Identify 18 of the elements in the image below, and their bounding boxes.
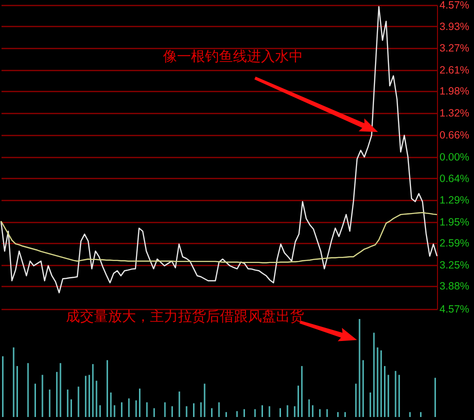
y-tick-label: 1.32% [440,108,470,120]
y-tick-label: 0.00% [440,152,470,164]
y-tick-label: 3.88% [440,280,470,293]
y-tick-label: 1.95% [440,216,470,228]
y-tick-label: 1.29% [440,194,470,206]
annotation: 成交量放大，主力拉货后借跟风盘出货 [66,308,304,326]
y-tick-label: 3.27% [440,42,470,55]
y-tick-label: 3.93% [440,20,470,33]
annotation: 像一根钓鱼线进入水中 [163,48,303,66]
y-tick-label: 4.57% [440,0,470,12]
line-series [0,212,438,264]
y-tick-label: 0.66% [440,130,470,142]
y-tick-label: 4.57% [440,304,470,316]
y-tick-label: 2.61% [440,64,470,77]
y-tick-label: 1.98% [440,86,470,98]
y-tick-label: 0.64% [440,172,470,185]
y-tick-label: 2.59% [440,238,470,250]
y-tick-label: 3.25% [440,260,470,272]
